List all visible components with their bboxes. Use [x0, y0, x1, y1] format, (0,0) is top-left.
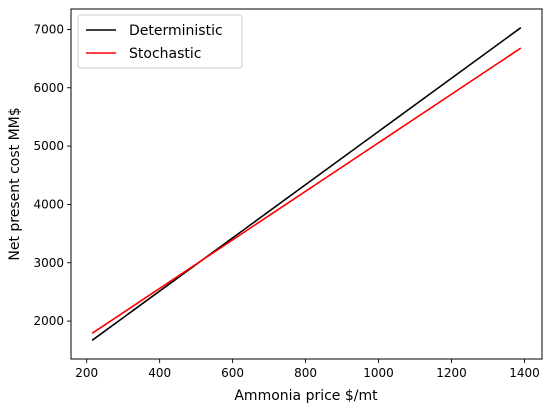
- y-tick-label: 7000: [33, 22, 64, 36]
- x-axis-ticks: 200 400 600 800 1000 1200 1400: [75, 359, 540, 380]
- plot-lines: [91, 27, 522, 341]
- x-tick-label: 800: [294, 366, 317, 380]
- y-axis-label: Net present cost MM$: [7, 107, 23, 260]
- x-tick-label: 1400: [509, 366, 540, 380]
- x-tick-label: 400: [148, 366, 171, 380]
- y-axis-ticks: 2000 3000 4000 5000 6000 7000: [33, 22, 71, 328]
- y-tick-label: 4000: [33, 197, 64, 211]
- y-tick-label: 6000: [33, 81, 64, 95]
- legend-box: [77, 14, 243, 69]
- x-tick-label: 1000: [363, 366, 394, 380]
- x-tick-label: 200: [75, 366, 98, 380]
- legend: Deterministic Stochastic: [77, 14, 243, 69]
- x-tick-label: 1200: [436, 366, 467, 380]
- x-tick-label: 600: [221, 366, 244, 380]
- series-line-deterministic: [91, 27, 522, 341]
- y-tick-label: 2000: [33, 314, 64, 328]
- legend-label-deterministic: Deterministic: [129, 23, 223, 39]
- y-tick-label: 3000: [33, 256, 64, 270]
- y-tick-label: 5000: [33, 139, 64, 153]
- x-axis-label: Ammonia price $/mt: [234, 388, 378, 404]
- plot-frame: [70, 8, 543, 360]
- series-line-stochastic: [91, 47, 522, 334]
- legend-label-stochastic: Stochastic: [129, 46, 201, 62]
